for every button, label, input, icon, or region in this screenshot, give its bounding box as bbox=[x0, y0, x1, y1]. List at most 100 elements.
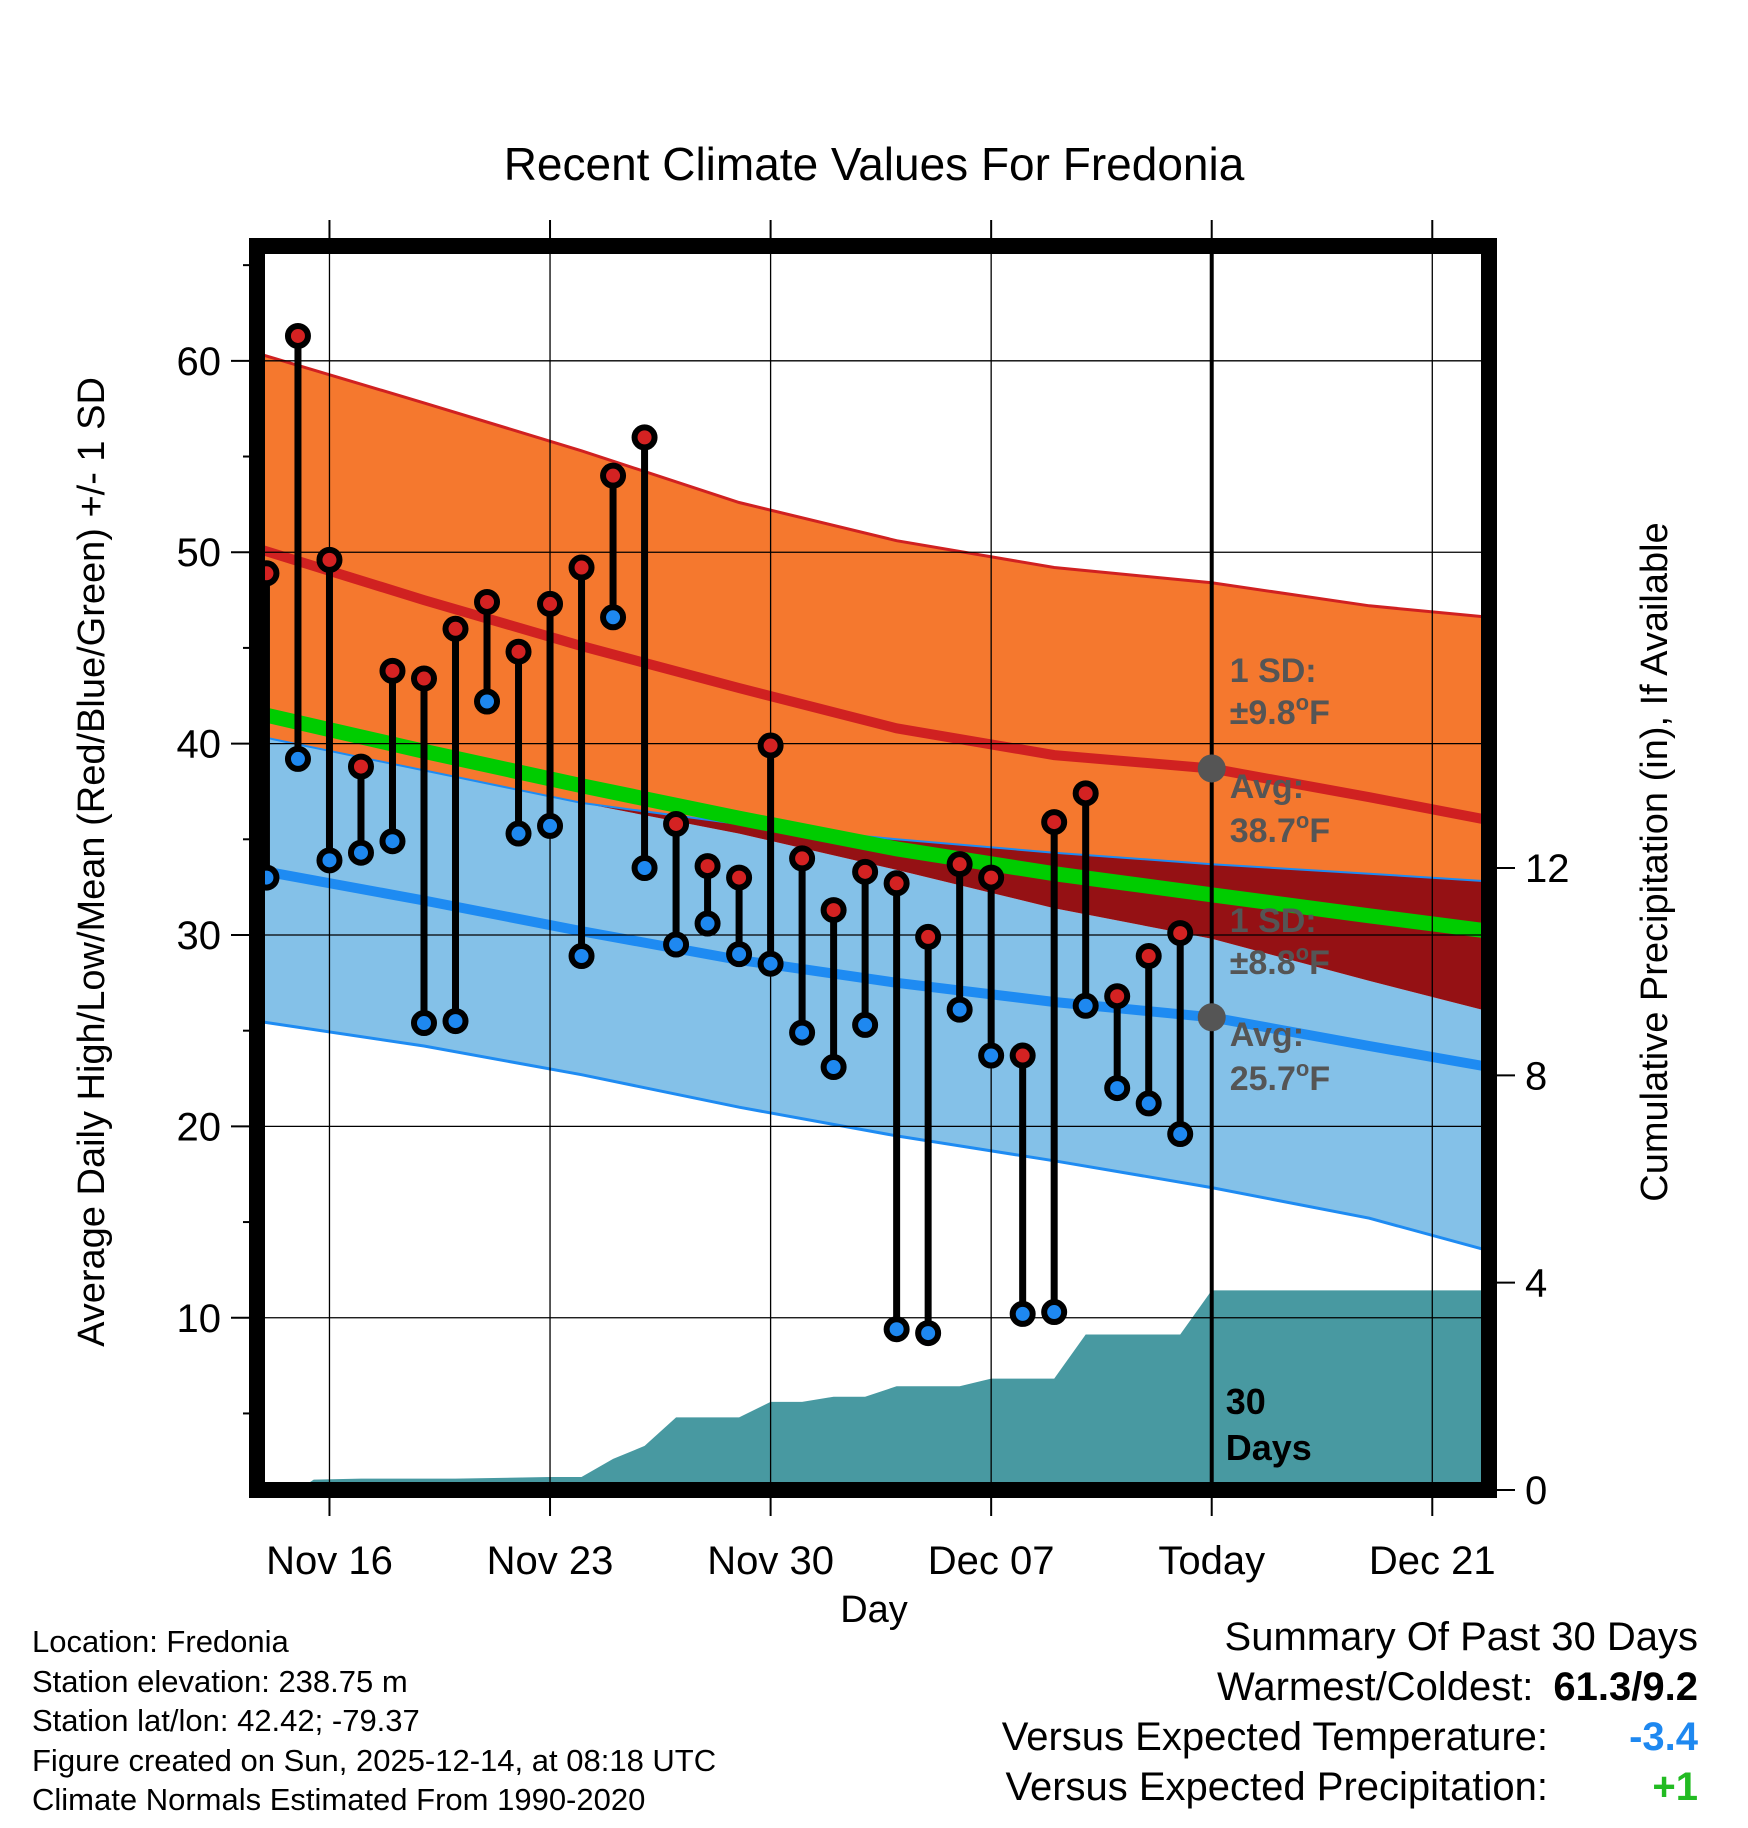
daily-low-marker bbox=[410, 1010, 437, 1037]
daily-high-marker bbox=[946, 851, 973, 878]
daily-high-marker bbox=[1135, 943, 1162, 970]
daily-low-marker bbox=[946, 996, 973, 1023]
daily-low-marker bbox=[757, 950, 784, 977]
high-sd-value: ±9.8oF bbox=[1230, 690, 1330, 732]
daily-low-marker bbox=[663, 931, 690, 958]
daily-high-marker bbox=[1167, 920, 1194, 947]
x-tick-label: Nov 23 bbox=[487, 1539, 614, 1583]
daily-high-marker bbox=[1009, 1042, 1036, 1069]
daily-low-marker bbox=[852, 1011, 879, 1038]
daily-low-marker bbox=[726, 941, 753, 968]
warmest-value: 61.3/9.2 bbox=[1553, 1665, 1698, 1709]
station-info: Location: Fredonia Station elevation: 23… bbox=[32, 1622, 716, 1820]
daily-high-marker bbox=[663, 810, 690, 837]
daily-low-marker bbox=[474, 688, 501, 715]
daily-low-marker bbox=[631, 855, 658, 881]
daily-low-marker bbox=[505, 820, 532, 847]
daily-low-marker bbox=[883, 1316, 910, 1343]
summary-warmest-row: Warmest/Coldest: 61.3/9.2 bbox=[1002, 1662, 1698, 1712]
daily-low-marker bbox=[789, 1019, 816, 1046]
daily-records bbox=[253, 322, 1194, 1347]
high-average-line bbox=[255, 543, 1490, 826]
mean-average-line bbox=[255, 705, 1490, 939]
daily-high-marker bbox=[474, 588, 501, 615]
precip-value: +1 bbox=[1652, 1765, 1698, 1809]
daily-low-marker bbox=[1104, 1075, 1131, 1102]
daily-high-marker bbox=[820, 897, 847, 924]
daily-low-marker bbox=[1009, 1300, 1036, 1327]
high-lower-edge bbox=[256, 734, 1490, 883]
daily-low-marker bbox=[1135, 1090, 1162, 1117]
low-sd-label: 1 SD: bbox=[1230, 902, 1317, 940]
y-right-tick-label: 0 bbox=[1525, 1469, 1547, 1513]
x-tick-label: Dec 07 bbox=[928, 1539, 1055, 1583]
low-sd-value: ±8.8oF bbox=[1230, 940, 1330, 982]
y-left-tick-label: 20 bbox=[177, 1105, 222, 1149]
high-avg-label: Avg: bbox=[1230, 768, 1304, 806]
low-avg-value: 25.7oF bbox=[1230, 1056, 1330, 1098]
x-tick-label: Dec 21 bbox=[1369, 1539, 1496, 1583]
daily-high-marker bbox=[1041, 809, 1068, 836]
axes: 10 20 30 40 50 60 0 4 8 12 Nov 16 Nov 23 Nov 30 Dec 0… bbox=[177, 220, 1570, 1583]
precipitation-area bbox=[257, 1290, 1489, 1490]
info-elevation: Station elevation: 238.75 m bbox=[32, 1663, 408, 1699]
daily-low-marker bbox=[820, 1054, 847, 1081]
precip-label: Versus Expected Precipitation: bbox=[1005, 1765, 1548, 1809]
high-sd-label: 1 SD: bbox=[1230, 652, 1317, 690]
today-low-average-dot bbox=[1197, 1003, 1226, 1032]
days-count-text: 30 bbox=[1226, 1381, 1266, 1422]
daily-low-marker bbox=[600, 604, 627, 631]
daily-high-marker bbox=[757, 732, 784, 759]
chart-title: Recent Climate Values For Fredonia bbox=[504, 138, 1245, 190]
daily-low-marker bbox=[379, 828, 406, 855]
y-axis-label-left: Average Daily High/Low/Mean (Red/Blue/Gr… bbox=[71, 377, 113, 1347]
daily-low-marker bbox=[284, 745, 311, 772]
days-label-text: Days bbox=[1226, 1427, 1312, 1468]
daily-low-marker bbox=[1041, 1299, 1068, 1326]
temp-value: -3.4 bbox=[1629, 1715, 1698, 1759]
y-right-tick-label: 8 bbox=[1525, 1054, 1547, 1098]
x-tick-label: Today bbox=[1158, 1539, 1265, 1583]
y-left-tick-label: 30 bbox=[177, 914, 222, 958]
warmest-label: Warmest/Coldest: bbox=[1217, 1665, 1534, 1709]
daily-high-marker bbox=[631, 424, 658, 451]
daily-low-marker bbox=[978, 1042, 1005, 1069]
summary-temp-row: Versus Expected Temperature: -3.4 bbox=[1002, 1712, 1698, 1762]
daily-high-marker bbox=[442, 615, 469, 642]
y-right-tick-label: 4 bbox=[1525, 1262, 1547, 1306]
daily-low-marker bbox=[694, 910, 721, 937]
today-high-average-dot bbox=[1197, 754, 1226, 783]
daily-high-marker bbox=[505, 638, 532, 665]
info-normals: Climate Normals Estimated From 1990-2020 bbox=[32, 1782, 646, 1818]
daily-low-marker bbox=[1167, 1121, 1194, 1148]
daily-high-marker bbox=[694, 853, 721, 880]
daily-low-marker bbox=[1072, 992, 1099, 1019]
days-label-group: 30 Days bbox=[1226, 1381, 1312, 1468]
y-left-tick-label: 50 bbox=[177, 531, 222, 575]
info-created: Figure created on Sun, 2025-12-14, at 08… bbox=[32, 1742, 717, 1778]
daily-low-marker bbox=[568, 943, 595, 970]
info-latlon: Station lat/lon: 42.42; -79.37 bbox=[32, 1703, 420, 1739]
x-axis-label: Day bbox=[840, 1589, 908, 1631]
overlap-band bbox=[257, 735, 1489, 1012]
daily-low-marker bbox=[537, 812, 564, 839]
daily-high-marker bbox=[978, 864, 1005, 891]
daily-high-marker bbox=[600, 462, 627, 489]
daily-high-marker bbox=[883, 870, 910, 897]
high-avg-value: 38.7oF bbox=[1230, 808, 1330, 850]
high-sd-band bbox=[257, 353, 1489, 882]
summary-precip-row: Versus Expected Precipitation: +1 bbox=[1002, 1762, 1698, 1812]
daily-high-marker bbox=[316, 546, 343, 573]
daily-high-marker bbox=[537, 590, 564, 617]
y-left-tick-label: 60 bbox=[177, 340, 222, 384]
daily-high-marker bbox=[410, 665, 437, 692]
daily-high-marker bbox=[726, 864, 753, 891]
summary-panel: Summary Of Past 30 Days Warmest/Coldest:… bbox=[1002, 1612, 1698, 1812]
temp-label: Versus Expected Temperature: bbox=[1001, 1715, 1548, 1759]
daily-high-marker bbox=[789, 845, 816, 872]
daily-high-marker bbox=[852, 858, 879, 885]
daily-low-marker bbox=[442, 1008, 469, 1035]
daily-high-marker bbox=[284, 322, 311, 349]
daily-low-marker bbox=[915, 1320, 942, 1347]
